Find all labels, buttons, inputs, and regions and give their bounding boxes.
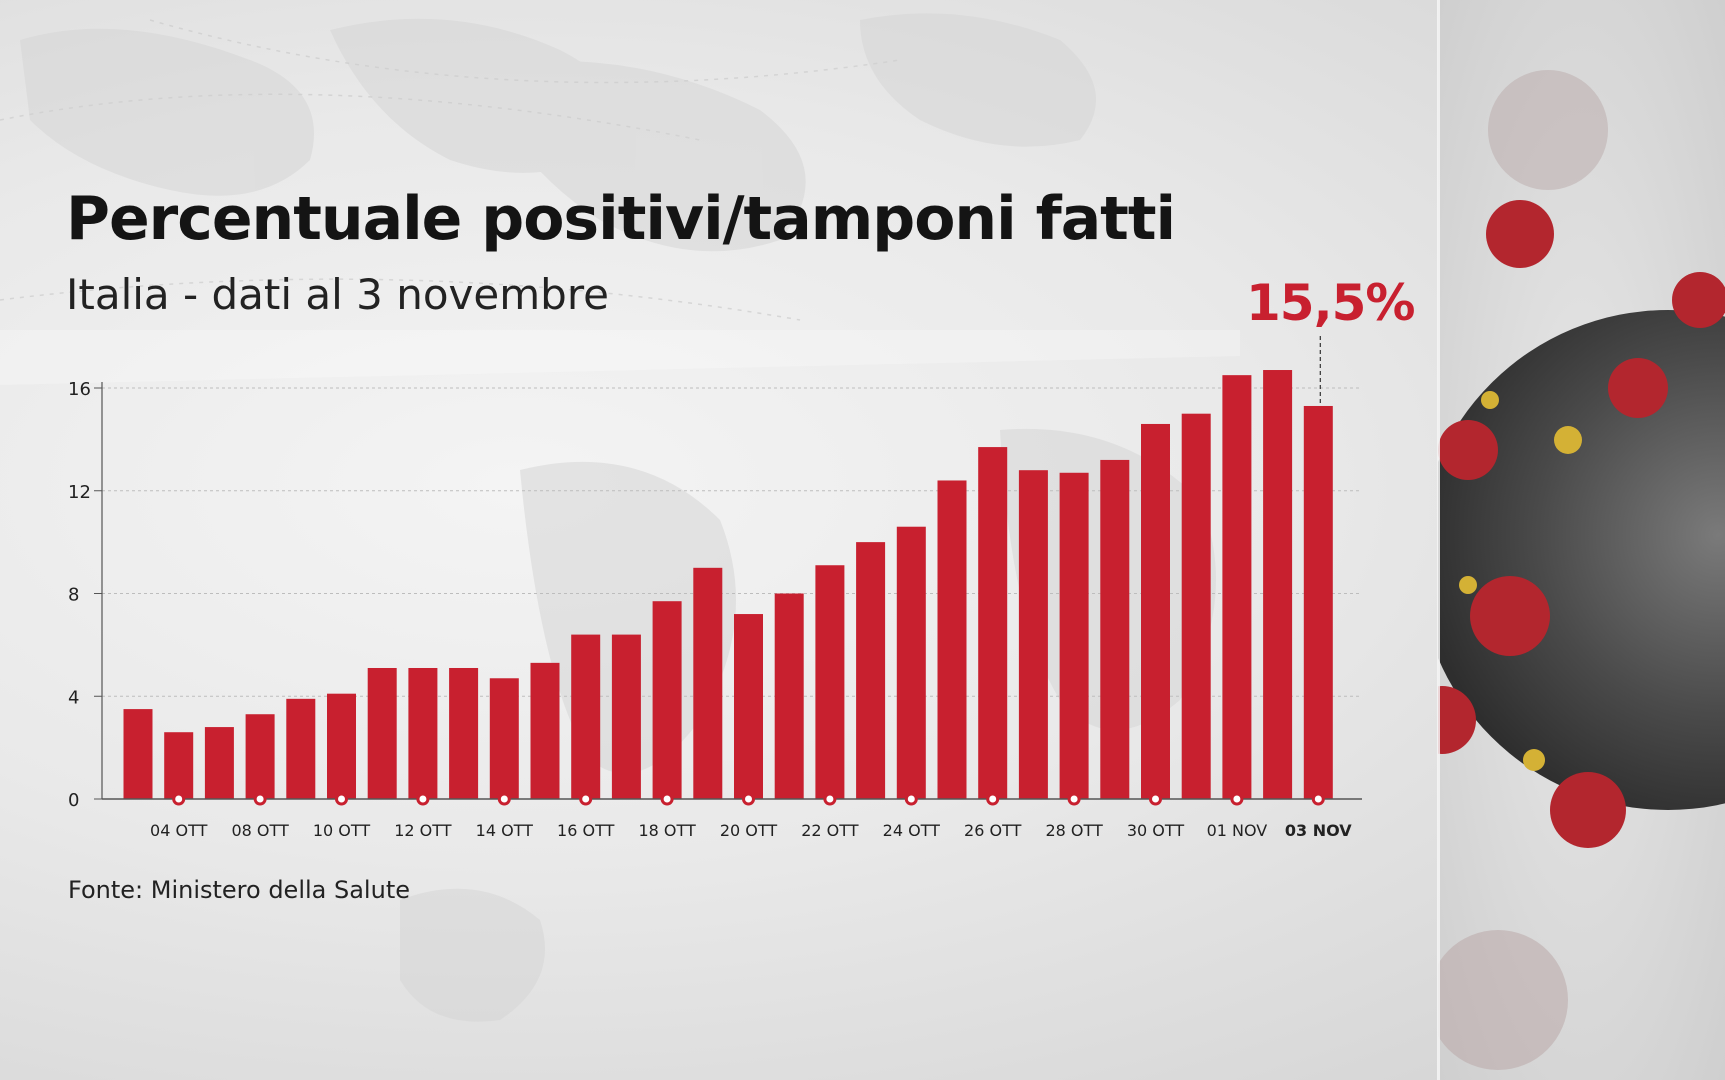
- source-note: Fonte: Ministero della Salute: [68, 876, 410, 904]
- chart-subtitle: Italia - dati al 3 novembre: [66, 270, 610, 319]
- x-tick-label: 24 OTT: [883, 821, 941, 840]
- x-tick-label: 16 OTT: [557, 821, 615, 840]
- x-tick-marker: [742, 792, 755, 806]
- x-tick-label: 30 OTT: [1127, 821, 1185, 840]
- x-tick-marker: [986, 792, 1000, 806]
- x-tick-marker: [823, 792, 837, 806]
- x-tick-label: 12 OTT: [394, 821, 452, 840]
- bar: [204, 727, 234, 799]
- x-tick-marker: [1149, 792, 1162, 806]
- last-value-callout: 15,5%: [1246, 274, 1415, 332]
- x-tick-marker: [904, 792, 918, 806]
- bar: [856, 542, 886, 799]
- x-tick-label: 20 OTT: [720, 821, 778, 840]
- bar: [245, 714, 275, 799]
- coronavirus-image: [1438, 0, 1725, 1080]
- y-tick-label: 16: [68, 379, 91, 400]
- x-tick-label: 22 OTT: [801, 821, 859, 840]
- gridlines: [102, 387, 1362, 697]
- x-tick-marker: [660, 792, 674, 806]
- x-tick-marker: [253, 792, 267, 806]
- bar: [123, 709, 153, 799]
- x-tick-marker: [1067, 792, 1081, 806]
- x-tick-label: 03 NOV: [1285, 821, 1352, 840]
- bar: [815, 565, 845, 799]
- bar: [978, 447, 1008, 799]
- panel-divider: [1437, 0, 1440, 1080]
- axes: [94, 336, 1362, 806]
- x-tick-marker: [1230, 792, 1244, 806]
- bar: [408, 667, 438, 799]
- bar: [530, 662, 560, 799]
- bar: [693, 567, 723, 799]
- y-tick-label: 8: [68, 585, 79, 606]
- bar: [896, 526, 926, 799]
- bar: [1303, 405, 1333, 799]
- chart-title: Percentuale positivi/tamponi fatti: [66, 184, 1176, 254]
- x-tick-marker: [497, 792, 511, 806]
- x-tick-label: 26 OTT: [964, 821, 1022, 840]
- bar: [1059, 472, 1089, 799]
- bar: [611, 634, 641, 799]
- bar: [327, 693, 356, 799]
- y-tick-label: 4: [68, 687, 79, 708]
- bar: [1222, 375, 1252, 799]
- x-tick-label: 18 OTT: [638, 821, 696, 840]
- x-tick-marker: [416, 792, 430, 806]
- bars: [123, 370, 1333, 799]
- bar: [652, 601, 682, 799]
- y-tick-label: 0: [68, 790, 79, 811]
- x-tick-label: 04 OTT: [150, 821, 208, 840]
- x-tick-label: 14 OTT: [476, 821, 534, 840]
- bar: [286, 698, 316, 799]
- bar: [1018, 470, 1048, 799]
- x-tick-label: 08 OTT: [231, 821, 289, 840]
- bar: [1263, 370, 1293, 799]
- bar: [1141, 423, 1170, 799]
- bar: [734, 614, 763, 799]
- x-tick-label: 01 NOV: [1207, 821, 1268, 840]
- bar: [367, 667, 397, 799]
- x-tick-label: 10 OTT: [313, 821, 371, 840]
- bar: [449, 667, 479, 799]
- x-tick-marker: [579, 792, 593, 806]
- bar: [1100, 459, 1130, 799]
- tick-labels: 0 4 8 12 16 04 OTT 08 OTT 10 OTT 12 OTT 14 OTT 16 …: [68, 379, 1352, 840]
- bar: [937, 480, 967, 799]
- x-tick-label: 28 OTT: [1045, 821, 1103, 840]
- bar: [164, 732, 194, 799]
- bar: [774, 593, 804, 799]
- bar: [489, 678, 519, 799]
- x-tick-marker: [335, 792, 348, 806]
- bar: [1181, 413, 1211, 799]
- x-tick-marker: [1311, 792, 1325, 806]
- x-tick-marker: [172, 792, 186, 806]
- y-tick-label: 12: [68, 482, 91, 503]
- bar: [571, 634, 601, 799]
